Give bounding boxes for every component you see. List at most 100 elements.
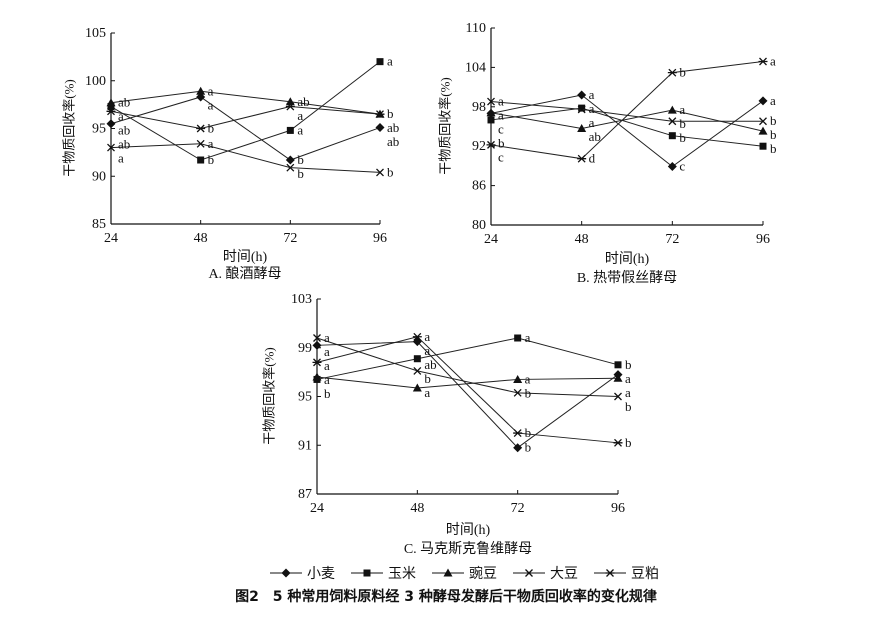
y-tick-label: 95	[92, 122, 106, 137]
chart-a-xlabel: 时间(h)	[222, 250, 268, 265]
significance-letter: ab	[118, 137, 130, 152]
asterisk-marker	[312, 358, 322, 367]
asterisk-marker	[285, 102, 295, 111]
x-marker	[525, 569, 533, 577]
significance-letter: b	[525, 440, 532, 455]
triangle-marker	[312, 372, 322, 381]
y-tick-label: 91	[298, 438, 312, 453]
significance-letter: b	[679, 116, 686, 131]
chart-b: 24 48 72 9680869298104110aacbcaaaabdbabbcaa…	[465, 21, 777, 247]
series-line	[110, 143, 381, 173]
y-tick-label: 99	[298, 341, 312, 356]
asterisk-marker	[613, 438, 623, 447]
square-marker	[668, 132, 676, 140]
x-marker	[196, 139, 205, 148]
asterisk-marker	[605, 569, 615, 577]
square-marker	[487, 116, 495, 124]
chart-a: 24 48 72 96859095100105abaababaaabababaabba…	[85, 26, 399, 246]
legend-item-soybean-meal: 豆粕	[592, 563, 659, 583]
series-line	[110, 106, 381, 130]
x-marker	[286, 163, 295, 172]
diamond-marker	[281, 568, 291, 578]
square-marker	[578, 104, 586, 112]
square-marker	[413, 355, 421, 363]
legend-label: 豆粕	[631, 567, 659, 582]
x-marker	[668, 117, 677, 126]
series-line	[110, 90, 381, 115]
square-marker	[363, 569, 371, 577]
legend-item-wheat: 小麦	[268, 563, 335, 583]
y-tick-label: 103	[291, 292, 312, 307]
series-line	[490, 109, 764, 132]
x-tick-label: 96	[611, 501, 625, 516]
significance-letter: a	[118, 109, 124, 124]
square-marker	[376, 58, 384, 66]
square-marker	[614, 361, 622, 369]
significance-letter: a	[589, 101, 595, 116]
square-marker-icon	[351, 569, 383, 577]
square-marker	[614, 361, 622, 369]
x-marker	[286, 163, 295, 172]
significance-letter: b	[324, 386, 331, 401]
y-tick-label: 80	[472, 218, 486, 233]
triangle-marker	[758, 126, 768, 135]
significance-letter: a	[324, 372, 330, 387]
significance-letter: a	[297, 122, 303, 137]
x-tick-label: 24	[310, 501, 324, 516]
x-marker	[614, 392, 622, 401]
asterisk-marker	[758, 57, 768, 66]
x-marker	[614, 392, 622, 401]
legend-item-corn: 玉米	[349, 563, 416, 583]
square-marker	[286, 126, 294, 134]
y-tick-label: 105	[85, 26, 106, 41]
series-line	[316, 341, 619, 449]
significance-letter: ab	[387, 120, 399, 135]
triangle-marker	[486, 108, 496, 117]
y-tick-label: 85	[92, 217, 106, 232]
triangle-marker	[758, 126, 768, 135]
chart-a-ylabel: 干物质回收率(%)	[61, 79, 77, 177]
significance-letter: c	[498, 122, 504, 137]
y-tick-label: 87	[298, 487, 312, 502]
square-marker	[759, 142, 767, 150]
asterisk-marker	[196, 124, 206, 133]
x-marker	[668, 117, 677, 126]
significance-letter: a	[625, 385, 631, 400]
diamond-marker	[577, 90, 587, 100]
chart-c-title: C. 马克斯克鲁维酵母	[403, 542, 533, 557]
significance-letter: ab	[387, 134, 399, 149]
x-tick-label: 24	[484, 232, 498, 247]
legend-item-pea: 豌豆	[430, 563, 497, 583]
square-marker	[578, 104, 586, 112]
x-marker	[487, 97, 495, 106]
figure-caption: 图2 5 种常用饲料原料经 3 种酵母发酵后干物质回收率的变化规律	[235, 589, 657, 605]
significance-letter: a	[770, 53, 776, 68]
x-marker	[376, 168, 384, 177]
legend-label: 大豆	[550, 567, 578, 582]
significance-letter: b	[297, 152, 304, 167]
square-marker	[514, 334, 522, 342]
diamond-marker	[375, 123, 385, 133]
triangle-marker-icon	[432, 568, 464, 577]
significance-letter: a	[324, 330, 330, 345]
significance-letter: a	[387, 54, 393, 69]
diamond-marker	[106, 119, 116, 129]
significance-letter: a	[424, 385, 430, 400]
significance-letter: a	[118, 151, 124, 166]
significance-letter: b	[525, 385, 532, 400]
square-marker	[363, 569, 371, 577]
triangle-marker	[285, 97, 295, 106]
diamond-marker	[312, 340, 322, 350]
series-line	[110, 61, 381, 161]
x-tick-label: 72	[511, 501, 525, 516]
significance-letter: a	[208, 136, 214, 151]
diamond-marker	[758, 96, 768, 106]
triangle-marker	[486, 108, 496, 117]
significance-letter: a	[498, 94, 504, 109]
x-marker	[313, 334, 321, 342]
asterisk-marker-icon	[594, 569, 626, 577]
triangle-marker	[106, 98, 116, 107]
x-marker	[513, 388, 522, 397]
